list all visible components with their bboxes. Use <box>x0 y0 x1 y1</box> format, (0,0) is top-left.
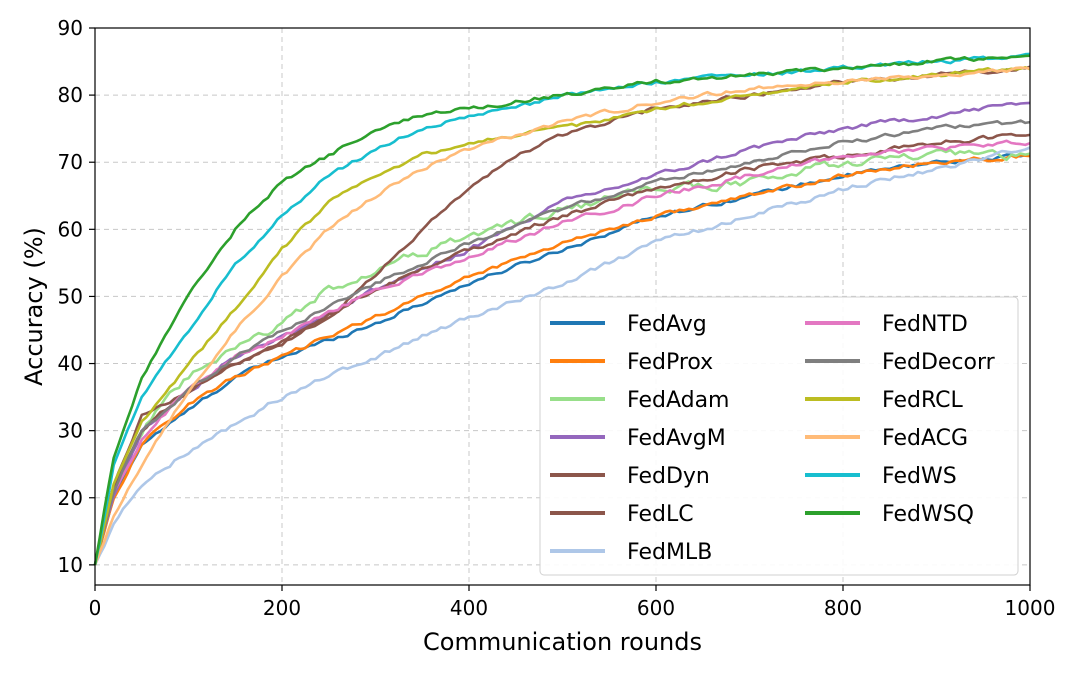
legend-box <box>539 296 1019 576</box>
legend: FedAvg FedProx FedAdam FedAvgM FedDyn FedLC Fe… <box>539 296 1019 576</box>
series-line-fedrcl <box>93 66 1031 566</box>
y-tick-label: 10 <box>58 553 83 577</box>
x-tick-label: 600 <box>637 596 675 620</box>
legend-label: FedWS <box>882 464 957 489</box>
y-tick-label: 80 <box>58 83 83 107</box>
legend-label: FedDyn <box>627 464 710 489</box>
legend-label: FedDecorr <box>882 350 996 375</box>
legend-item: FedRCL <box>805 388 964 413</box>
y-tick-label: 60 <box>58 217 83 241</box>
series-line-fedwsq <box>93 54 1031 566</box>
legend-label: FedProx <box>627 350 713 375</box>
legend-item: FedNTD <box>805 312 968 337</box>
series-line-fedprox <box>93 153 1031 566</box>
legend-label: FedAvg <box>627 312 707 337</box>
x-tick-label: 400 <box>450 596 488 620</box>
legend-label: FedLC <box>627 502 694 527</box>
series-line-fedacg <box>93 66 1031 566</box>
y-tick-label: 50 <box>58 284 83 308</box>
series-line-feddecorr <box>93 119 1031 566</box>
legend-item: FedLC <box>550 502 694 527</box>
y-tick-label: 30 <box>58 419 83 443</box>
legend-item: FedAvg <box>550 312 707 337</box>
y-tick-label: 70 <box>58 150 83 174</box>
axis-ticks: 0 200 400 600 800 1000 10 20 30 40 50 60 70 80 90 <box>58 16 1056 620</box>
y-tick-label: 20 <box>58 486 83 510</box>
legend-label: FedWSQ <box>882 502 974 527</box>
legend-item: FedWS <box>805 464 957 489</box>
x-tick-label: 0 <box>89 596 102 620</box>
legend-label: FedMLB <box>627 540 712 565</box>
legend-label: FedACG <box>882 426 968 451</box>
legend-item: FedACG <box>805 426 968 451</box>
x-tick-label: 800 <box>824 596 862 620</box>
legend-item: FedAvgM <box>550 426 726 451</box>
legend-label: FedAdam <box>627 388 730 413</box>
legend-label: FedAvgM <box>627 426 726 451</box>
legend-item: FedProx <box>550 350 713 375</box>
x-tick-label: 200 <box>263 596 301 620</box>
series-line-fedntd <box>93 139 1031 566</box>
x-tick-label: 1000 <box>1005 596 1056 620</box>
legend-item: FedDecorr <box>805 350 996 375</box>
legend-item: FedAdam <box>550 388 730 413</box>
legend-label: FedRCL <box>882 388 964 413</box>
plot-frame <box>94 27 1031 586</box>
y-tick-label: 90 <box>58 16 83 40</box>
x-axis-label: Communication rounds <box>423 628 702 656</box>
y-tick-label: 40 <box>58 352 83 376</box>
legend-item: FedWSQ <box>805 502 974 527</box>
grid <box>94 27 1031 585</box>
series-line-fedmlb <box>93 146 1031 566</box>
legend-label: FedNTD <box>882 312 968 337</box>
legend-item: FedDyn <box>550 464 710 489</box>
legend-item: FedMLB <box>550 540 712 565</box>
y-axis-label: Accuracy (%) <box>20 227 48 386</box>
series-lines <box>93 52 1031 566</box>
